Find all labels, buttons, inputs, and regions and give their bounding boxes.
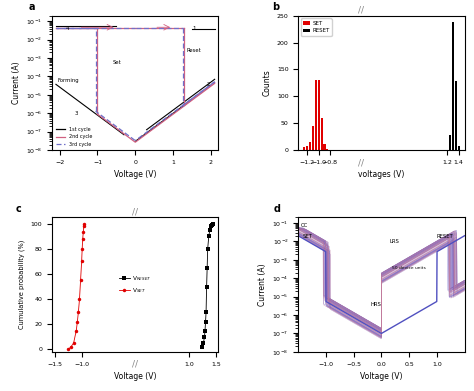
Legend: V$_{RESET}$, V$_{SET}$: V$_{RESET}$, V$_{SET}$ [118,273,153,296]
V$_{SET}$ [77,297,82,301]
V$_{SET}$ [73,328,79,333]
Text: //: // [358,158,365,167]
Text: //: // [358,5,365,14]
Bar [309,142,311,150]
V$_{RESET}$ [209,222,215,227]
V$_{RESET}$ [201,341,206,345]
V$_{RESET}$ [208,224,214,229]
V$_{RESET}$ [207,228,213,232]
Text: c: c [16,204,21,214]
V$_{RESET}$ [205,246,210,251]
Bar [318,80,319,150]
Y-axis label: Current (A): Current (A) [12,61,21,104]
Bar [452,22,454,150]
Text: CC: CC [301,223,308,228]
Bar [306,146,308,150]
V$_{SET}$ [68,344,74,349]
X-axis label: voltages (V): voltages (V) [358,170,405,179]
V$_{RESET}$ [202,328,208,333]
Text: RESET: RESET [437,234,454,239]
Text: Reset: Reset [186,48,201,54]
Bar [458,146,460,150]
Line: V$_{SET}$: V$_{SET}$ [66,222,86,351]
V$_{SET}$ [71,341,76,345]
Y-axis label: Cumulative probability (%): Cumulative probability (%) [19,240,25,329]
Text: //: // [132,207,138,216]
V$_{RESET}$ [204,284,210,289]
Text: HRS: HRS [370,302,381,307]
V$_{SET}$ [80,237,86,241]
Text: LRS: LRS [390,239,400,244]
Bar [327,149,328,150]
X-axis label: Voltage (V): Voltage (V) [114,372,156,381]
Legend: SET, RESET: SET, RESET [301,18,332,36]
Text: Set: Set [113,59,121,65]
Bar [323,143,326,150]
X-axis label: Voltage (V): Voltage (V) [114,170,156,179]
V$_{SET}$ [78,278,83,283]
V$_{SET}$ [65,347,71,352]
V$_{SET}$ [81,224,87,229]
V$_{RESET}$ [206,234,211,239]
V$_{SET}$ [79,259,84,264]
V$_{SET}$ [75,309,81,314]
Bar [449,135,451,150]
Text: Forming: Forming [58,78,80,83]
Text: d: d [273,204,280,214]
V$_{RESET}$ [203,309,209,314]
V$_{RESET}$ [203,319,209,324]
Text: 3: 3 [75,111,78,116]
V$_{SET}$ [74,319,80,324]
Y-axis label: Counts: Counts [262,70,271,96]
V$_{RESET}$ [210,221,216,226]
V$_{SET}$ [79,246,85,251]
Text: 50 device units: 50 device units [392,266,426,271]
Text: b: b [272,2,279,12]
V$_{SET}$ [82,221,87,226]
Text: //: // [132,360,138,369]
V$_{RESET}$ [200,344,205,349]
Bar [303,147,305,150]
Legend: 1st cycle, 2nd cycle, 3rd cycle: 1st cycle, 2nd cycle, 3rd cycle [55,126,93,148]
Line: V$_{RESET}$: V$_{RESET}$ [201,222,215,349]
Text: 4: 4 [65,25,69,30]
V$_{RESET}$ [201,334,207,339]
Text: 2: 2 [207,82,210,87]
Bar [320,118,323,150]
Text: 1: 1 [192,25,195,30]
V$_{RESET}$ [204,265,210,270]
Text: SET: SET [303,234,312,239]
Bar [312,126,314,150]
Bar [315,80,317,150]
Bar [455,81,457,150]
V$_{SET}$ [81,230,86,235]
X-axis label: Voltage (V): Voltage (V) [360,372,402,381]
Text: a: a [29,2,36,12]
Y-axis label: Current (A): Current (A) [258,263,267,306]
